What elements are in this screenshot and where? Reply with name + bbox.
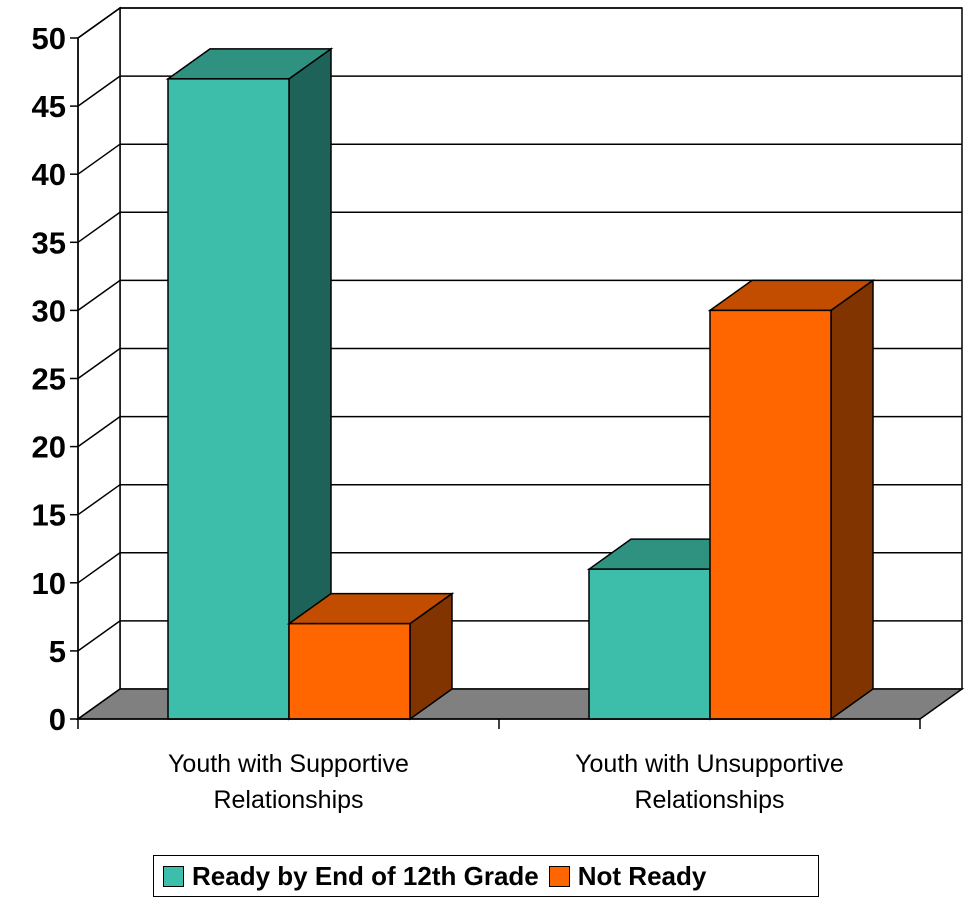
y-tick-label-25: 25 — [32, 362, 66, 397]
gridline-15 — [77, 483, 962, 516]
y-tick-label-30: 30 — [32, 293, 66, 328]
bar-0-0 — [167, 78, 290, 720]
x-category-label-0-1: Relationships — [213, 786, 363, 814]
x-axis-categories: Youth with Supportive Relationships Youth … — [168, 750, 844, 814]
y-tick-label-40: 40 — [32, 157, 66, 192]
x-category-label-1-1: Relationships — [634, 786, 784, 814]
bar-chart: 0 5 10 15 20 25 30 35 40 45 50 Youth with Supporti… — [32, 6, 965, 814]
y-tick-label-50: 50 — [32, 21, 66, 56]
bar-1-0 — [588, 568, 711, 720]
y-axis-ticks: 0 5 10 15 20 25 30 35 40 45 50 — [32, 21, 78, 737]
legend: Ready by End of 12th Grade Not Ready — [153, 855, 819, 897]
bar-0-1 — [288, 622, 411, 720]
x-category-label-1-0: Youth with Unsupportive — [575, 750, 844, 778]
legend-label-not-ready: Not Ready — [577, 860, 707, 891]
gridline-50 — [77, 7, 962, 39]
y-tick-label-15: 15 — [32, 498, 66, 533]
legend-label-ready: Ready by End of 12th Grade — [192, 860, 539, 891]
legend-item-ready: Ready by End of 12th Grade — [163, 861, 539, 892]
gridline-25 — [77, 347, 962, 380]
legend-swatch-not-ready — [548, 865, 570, 887]
gridline-45 — [77, 75, 962, 107]
x-category-label-0-0: Youth with Supportive — [168, 750, 409, 778]
y-tick-label-20: 20 — [32, 430, 66, 465]
y-tick-label-0: 0 — [49, 702, 66, 737]
bar-1-1-side — [830, 278, 874, 721]
y-tick-label-35: 35 — [32, 225, 66, 260]
gridline-30 — [77, 279, 962, 312]
gridlines — [77, 7, 962, 652]
y-tick-label-45: 45 — [32, 89, 66, 124]
bars — [165, 47, 876, 721]
bar-1-1 — [709, 309, 832, 720]
legend-item-not-ready: Not Ready — [548, 860, 707, 892]
legend-swatch-ready — [163, 865, 184, 887]
y-tick-label-5: 5 — [49, 634, 66, 669]
gridline-20 — [77, 415, 962, 448]
y-tick-label-10: 10 — [32, 566, 66, 601]
gridline-35 — [77, 211, 962, 243]
gridline-40 — [77, 143, 962, 175]
